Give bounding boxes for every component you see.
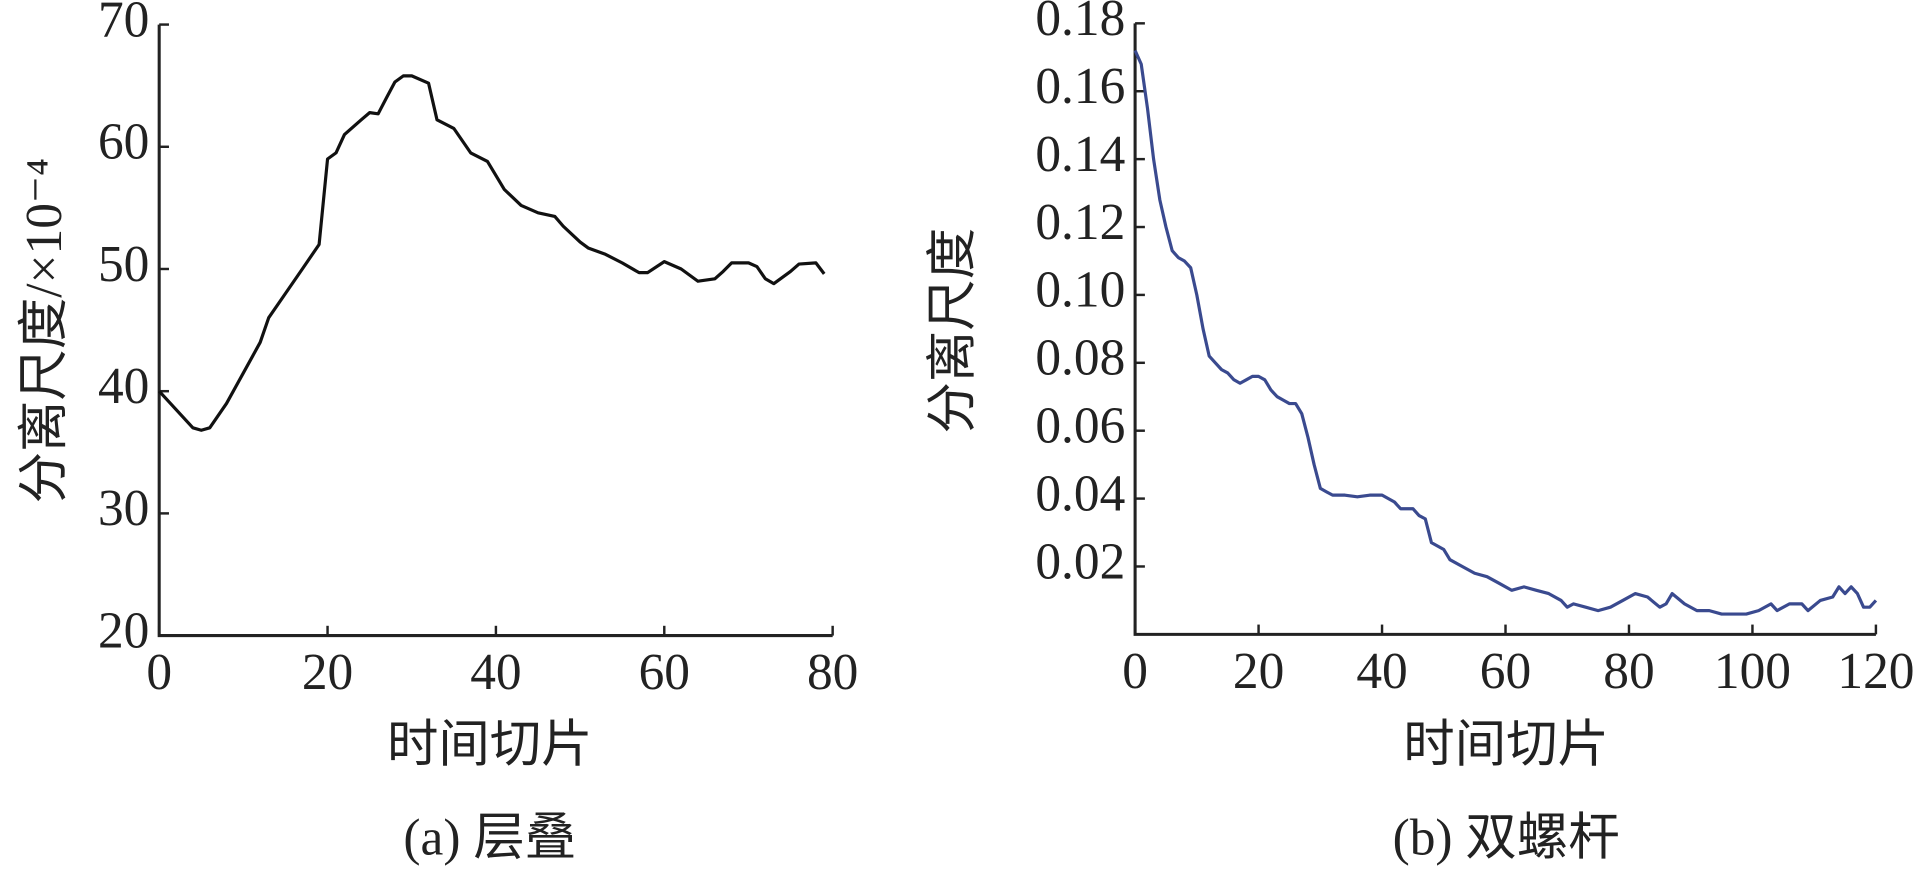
y-tick-label: 50 — [98, 236, 149, 293]
x-tick-label: 20 — [302, 644, 353, 701]
y-axis-label: 分离尺度 — [924, 228, 981, 434]
axes — [1133, 23, 1876, 636]
y-tick-label: 0.10 — [1035, 262, 1125, 319]
y-tick-label: 0.12 — [1035, 194, 1125, 251]
x-tick-label: 0 — [146, 644, 172, 701]
y-tick-label: 30 — [98, 480, 149, 537]
x-tick-label: 80 — [1603, 643, 1654, 700]
y-axis-label: 分离尺度/×10⁻⁴ — [16, 158, 73, 503]
y-tick-label: 70 — [98, 0, 149, 48]
y-tick-label: 20 — [98, 602, 149, 659]
y-tick-label: 0.06 — [1035, 397, 1125, 454]
x-tick-label: 40 — [470, 644, 521, 701]
x-tick-label: 60 — [639, 644, 690, 701]
caption: (b) 双螺杆 — [1393, 809, 1620, 866]
data-line — [158, 74, 826, 432]
x-tick-label: 100 — [1714, 643, 1791, 700]
y-tick-label: 0.02 — [1035, 533, 1125, 590]
x-tick-label: 60 — [1480, 643, 1531, 700]
y-tick-label: 0.04 — [1035, 465, 1125, 522]
x-tick-label: 0 — [1122, 643, 1148, 700]
x-axis-label: 时间切片 — [1403, 716, 1609, 773]
y-tick-label: 0.08 — [1035, 330, 1125, 387]
y-tick-label: 0.16 — [1035, 58, 1125, 115]
caption: (a) 层叠 — [403, 809, 576, 866]
x-tick-label: 20 — [1233, 643, 1284, 700]
x-tick-label: 120 — [1837, 643, 1914, 700]
y-tick-label: 0.18 — [1035, 0, 1125, 47]
y-tick-label: 60 — [98, 114, 149, 171]
x-tick-label: 40 — [1356, 643, 1407, 700]
y-tick-label: 0.14 — [1035, 126, 1125, 183]
x-tick-label: 80 — [807, 644, 858, 701]
y-tick-label: 40 — [98, 358, 149, 415]
axes — [157, 24, 833, 638]
data-line — [1133, 49, 1878, 616]
x-axis-label: 时间切片 — [387, 716, 593, 773]
